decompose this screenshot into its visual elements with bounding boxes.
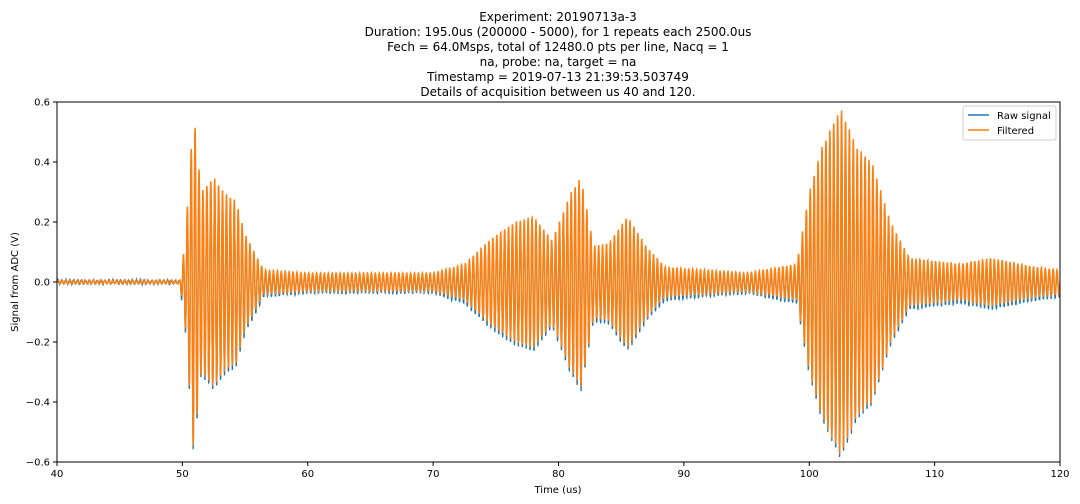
x-tick-label: 60 <box>301 469 314 480</box>
y-tick-label: −0.4 <box>26 398 50 409</box>
x-tick-label: 100 <box>800 469 819 480</box>
y-tick-label: 0.0 <box>34 278 50 289</box>
chart-title-line-3: Fech = 64.0Msps, total of 12480.0 pts pe… <box>387 40 729 54</box>
x-tick-label: 120 <box>1050 469 1069 480</box>
y-tick-label: 0.6 <box>34 98 50 109</box>
x-axis-label: Time (us) <box>533 485 581 496</box>
chart-title-line-4: na, probe: na, target = na <box>479 55 637 69</box>
x-tick-label: 110 <box>925 469 944 480</box>
legend-label-filtered: Filtered <box>997 126 1034 137</box>
legend[interactable]: Raw signal Filtered <box>962 105 1057 141</box>
x-tick-label: 50 <box>176 469 189 480</box>
y-tick-label: 0.2 <box>34 218 50 229</box>
y-tick-label: 0.4 <box>34 158 50 169</box>
chart-title-line-1: Experiment: 20190713a-3 <box>479 10 637 24</box>
y-tick-label: −0.2 <box>26 338 50 349</box>
legend-label-raw-signal: Raw signal <box>997 111 1051 122</box>
y-axis-label: Signal from ADC (V) <box>10 232 21 332</box>
chart-title-line-5: Timestamp = 2019-07-13 21:39:53.503749 <box>427 70 689 84</box>
x-tick-label: 70 <box>427 469 440 480</box>
series-line-filtered <box>57 110 1060 454</box>
y-tick-label: −0.6 <box>26 458 50 469</box>
chart-title-line-2: Duration: 195.0us (200000 - 5000), for 1… <box>364 25 752 39</box>
series-layer <box>57 110 1060 458</box>
x-tick-label: 40 <box>51 469 64 480</box>
x-tick-label: 80 <box>552 469 565 480</box>
x-tick-label: 90 <box>678 469 691 480</box>
chart-title-line-6: Details of acquisition between us 40 and… <box>420 85 696 99</box>
axes-layer: 40 50 60 70 80 90 100 110 120 −0.6 −0.4 −0.2 0.0 0.2 0… <box>26 98 1070 481</box>
